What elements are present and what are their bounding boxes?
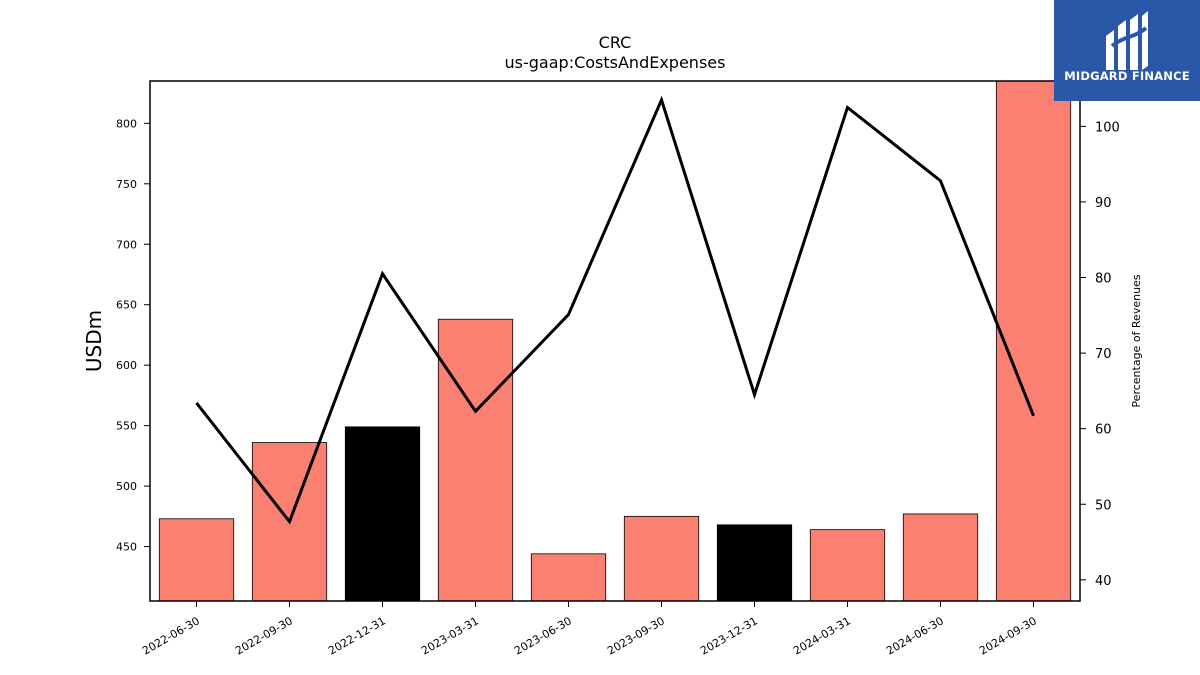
chart-subtitle: us-gaap:CostsAndExpenses [505, 53, 726, 72]
bar [344, 426, 421, 602]
bar [995, 80, 1072, 602]
y-tick-label: 800 [116, 117, 137, 130]
bar [158, 518, 235, 602]
x-tick-label: 2023-12-31 [698, 614, 760, 657]
y-axis-label: USDm [82, 310, 106, 372]
y2-tick-label: 60 [1095, 423, 1112, 438]
x-tick-label: 2023-03-31 [419, 614, 481, 657]
brand-logo: MIDGARD FINANCE [1054, 0, 1200, 101]
y2-axis: 40 50 60 70 80 90 100 [1080, 120, 1120, 589]
y2-tick-label: 100 [1095, 120, 1120, 135]
y-axis: 450 500 550 600 650 700 750 800 [116, 117, 150, 554]
y-tick-label: 600 [116, 359, 137, 372]
brand-name: MIDGARD FINANCE [1064, 69, 1190, 83]
y-tick-label: 700 [116, 238, 137, 251]
y2-tick-label: 70 [1095, 347, 1112, 362]
y-tick-label: 750 [116, 178, 137, 191]
x-tick-label: 2022-12-31 [326, 614, 388, 657]
x-tick-label: 2024-09-30 [977, 614, 1039, 657]
y2-tick-label: 40 [1095, 574, 1112, 589]
bar [902, 513, 979, 602]
x-tick-label: 2023-09-30 [605, 614, 667, 657]
bar [809, 529, 886, 602]
bar [716, 524, 793, 602]
x-axis: 2022-06-30 2022-09-30 2022-12-31 2023-03-31… [140, 601, 1039, 658]
y2-tick-label: 80 [1095, 272, 1112, 287]
x-tick-label: 2022-09-30 [233, 614, 295, 657]
y2-axis-label: Percentage of Revenues [1130, 274, 1143, 407]
bar [437, 318, 514, 602]
y2-tick-label: 90 [1095, 196, 1112, 211]
y-tick-label: 550 [116, 420, 137, 433]
x-tick-label: 2024-06-30 [884, 614, 946, 657]
bar [530, 553, 607, 602]
y-tick-label: 450 [116, 541, 137, 554]
bar-group [158, 80, 1072, 602]
line-series [195, 95, 1035, 525]
plot-frame [149, 80, 1081, 602]
chart-title: CRC [599, 33, 632, 52]
bar [623, 515, 700, 602]
x-tick-label: 2022-06-30 [140, 614, 202, 657]
line-group [195, 95, 1035, 525]
x-tick-label: 2024-03-31 [791, 614, 853, 657]
y2-tick-label: 50 [1095, 498, 1112, 513]
midgard-m-logo-icon [1106, 11, 1148, 70]
y-tick-label: 500 [116, 480, 137, 493]
y-tick-label: 650 [116, 299, 137, 312]
x-tick-label: 2023-06-30 [512, 614, 574, 657]
